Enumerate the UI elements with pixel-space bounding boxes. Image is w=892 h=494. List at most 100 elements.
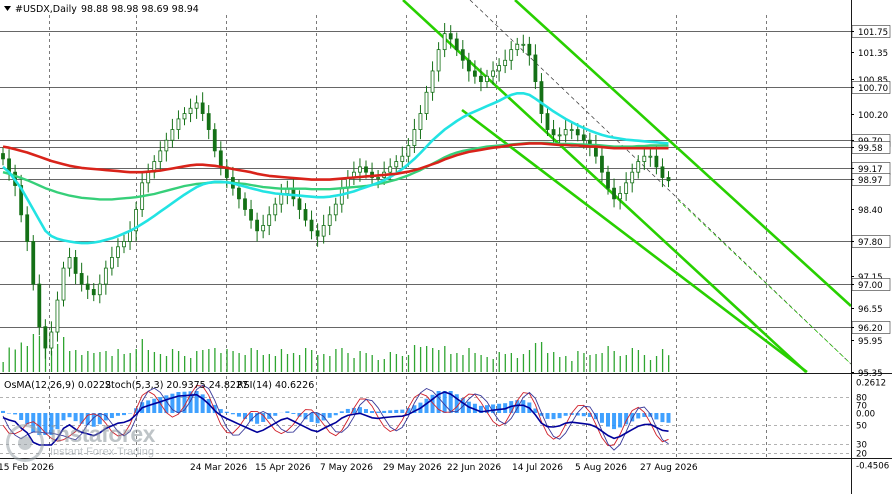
time-scale[interactable]: 15 Feb 2026 24 Mar 2026 15 Apr 2026 7 May 2…: [0, 463, 698, 473]
candle[interactable]: [273, 197, 278, 222]
candle[interactable]: [243, 192, 247, 216]
candle[interactable]: [31, 235, 36, 291]
candle[interactable]: [37, 274, 42, 336]
candlestick-series[interactable]: [1, 22, 671, 359]
moving-averages[interactable]: [2, 92, 669, 245]
ema50-line[interactable]: [2, 92, 669, 245]
candle[interactable]: [249, 199, 253, 229]
candle[interactable]: [176, 110, 181, 140]
candle[interactable]: [97, 274, 102, 304]
candle[interactable]: [636, 155, 641, 179]
candle[interactable]: [527, 36, 532, 66]
candle[interactable]: [194, 95, 199, 119]
candle[interactable]: [103, 260, 108, 295]
candle[interactable]: [400, 146, 405, 171]
channel-projection-line[interactable]: [677, 199, 852, 365]
candle[interactable]: [569, 121, 574, 140]
channel-line[interactable]: [461, 108, 808, 374]
candle[interactable]: [200, 92, 205, 122]
candle[interactable]: [1, 147, 5, 166]
candle[interactable]: [182, 107, 187, 126]
volume-bar: [474, 353, 476, 372]
candle[interactable]: [497, 58, 502, 82]
candle[interactable]: [188, 98, 193, 123]
candle[interactable]: [170, 118, 175, 148]
candle[interactable]: [454, 32, 459, 57]
candle[interactable]: [67, 247, 72, 277]
candle[interactable]: [79, 262, 84, 292]
ema200-line[interactable]: [2, 142, 669, 181]
candle[interactable]: [206, 105, 211, 140]
candle[interactable]: [110, 246, 114, 276]
candle[interactable]: [509, 41, 514, 70]
channel-line[interactable]: [514, 0, 852, 307]
candle[interactable]: [448, 25, 453, 49]
candle[interactable]: [412, 118, 417, 154]
candle[interactable]: [158, 141, 163, 171]
candle[interactable]: [164, 132, 169, 162]
candle[interactable]: [557, 127, 562, 146]
candle[interactable]: [624, 172, 629, 201]
symbol-dropdown-icon[interactable]: [4, 6, 11, 11]
candle[interactable]: [479, 67, 483, 92]
candle[interactable]: [255, 212, 260, 242]
candle[interactable]: [472, 60, 477, 84]
candle[interactable]: [418, 105, 423, 140]
candle[interactable]: [315, 223, 320, 247]
candle[interactable]: [333, 197, 338, 222]
candle[interactable]: [55, 291, 60, 342]
candle[interactable]: [261, 214, 266, 239]
candle[interactable]: [267, 206, 272, 236]
candle[interactable]: [134, 202, 139, 242]
candle[interactable]: [25, 206, 30, 252]
candle[interactable]: [654, 145, 659, 175]
candle[interactable]: [521, 34, 526, 53]
candle[interactable]: [618, 186, 622, 210]
candle[interactable]: [642, 146, 647, 171]
candle[interactable]: [376, 170, 381, 189]
candle[interactable]: [430, 61, 435, 101]
candle[interactable]: [630, 163, 635, 193]
candle[interactable]: [648, 148, 653, 167]
candle[interactable]: [515, 37, 520, 57]
candle[interactable]: [606, 165, 610, 195]
candle[interactable]: [61, 261, 66, 307]
candle[interactable]: [85, 275, 90, 300]
candle[interactable]: [122, 235, 126, 254]
candle[interactable]: [533, 44, 538, 90]
candle[interactable]: [485, 69, 489, 88]
candle[interactable]: [491, 61, 495, 85]
candle[interactable]: [91, 283, 96, 302]
candle[interactable]: [503, 49, 508, 74]
candle[interactable]: [43, 319, 48, 359]
candle[interactable]: [600, 147, 604, 182]
channel-mid-line[interactable]: [469, 0, 852, 365]
candle[interactable]: [73, 249, 78, 285]
candle[interactable]: [551, 119, 556, 144]
candle[interactable]: [321, 214, 326, 244]
candle[interactable]: [212, 123, 217, 158]
candle[interactable]: [666, 171, 671, 188]
candle[interactable]: [545, 107, 550, 136]
candle[interactable]: [442, 22, 447, 58]
candle[interactable]: [116, 238, 120, 268]
candle[interactable]: [660, 158, 665, 188]
candle[interactable]: [327, 206, 332, 236]
candle[interactable]: [309, 210, 314, 240]
candle[interactable]: [466, 52, 471, 82]
candle[interactable]: [436, 42, 441, 82]
candle[interactable]: [49, 321, 54, 356]
candle[interactable]: [406, 138, 411, 167]
candle[interactable]: [303, 203, 308, 227]
candle[interactable]: [539, 73, 544, 124]
candle[interactable]: [460, 40, 465, 69]
candle[interactable]: [563, 118, 568, 143]
candle[interactable]: [424, 85, 429, 120]
price-scale[interactable]: 101.75101.35100.85100.70100.2099.7099.58…: [851, 25, 891, 380]
candle[interactable]: [19, 174, 24, 223]
candle[interactable]: [612, 178, 616, 208]
candle[interactable]: [394, 155, 399, 174]
